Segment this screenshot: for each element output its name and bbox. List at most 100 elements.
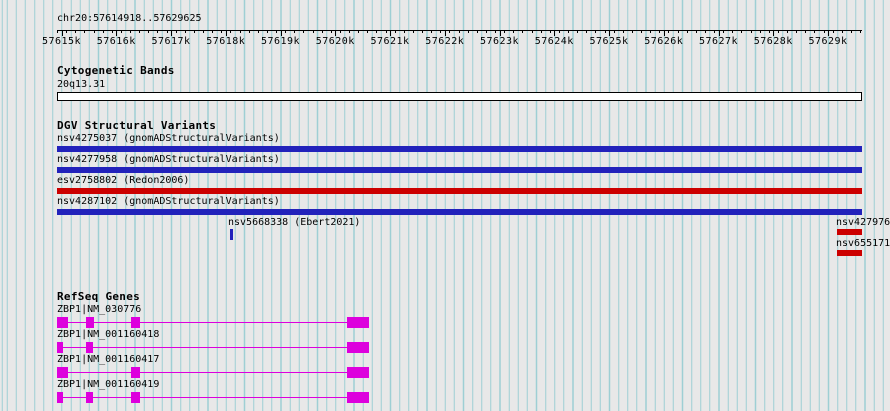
variant-label-nsv655171[interactable]: nsv655171 <box>836 238 890 249</box>
gene-exon[interactable] <box>57 392 63 403</box>
ruler-minor-tick <box>303 30 304 33</box>
gene-exon[interactable] <box>131 392 140 403</box>
ruler-minor-tick <box>741 30 742 33</box>
ruler-minor-tick <box>495 30 496 33</box>
ruler-minor-tick <box>532 30 533 33</box>
ruler-tick-label: 57622k <box>425 36 465 47</box>
ruler-minor-tick <box>167 30 168 33</box>
ruler-minor-tick <box>249 30 250 33</box>
ruler-minor-tick <box>294 30 295 33</box>
variant-label-esv2758802[interactable]: esv2758802 (Redon2006) <box>57 175 190 186</box>
ruler-tick-label: 57617k <box>151 36 191 47</box>
ruler-tick-label: 57625k <box>589 36 629 47</box>
gene-exon[interactable] <box>57 367 68 378</box>
ruler-minor-tick <box>833 30 834 33</box>
gene-exon[interactable] <box>347 367 369 378</box>
ruler-major-tick <box>171 30 172 36</box>
ruler-minor-tick <box>732 30 733 33</box>
ruler-minor-tick <box>614 30 615 33</box>
gene-exon[interactable] <box>57 317 68 328</box>
ruler-minor-tick <box>130 30 131 33</box>
ruler-minor-tick <box>94 30 95 33</box>
ruler-minor-tick <box>504 30 505 33</box>
ruler-minor-tick <box>678 30 679 33</box>
ruler-minor-tick <box>522 30 523 33</box>
cytoband-name-label: 20q13.31 <box>57 79 106 90</box>
ruler-minor-tick <box>769 30 770 33</box>
variant-bar-nsv4287102[interactable] <box>57 209 862 215</box>
ruler-minor-tick <box>358 30 359 33</box>
gene-intron-line[interactable] <box>57 322 369 323</box>
gene-intron-line[interactable] <box>57 372 369 373</box>
variant-bar-nsv5668338[interactable] <box>230 229 233 240</box>
variant-bar-nsv4275037[interactable] <box>57 146 862 152</box>
ruler-minor-tick <box>431 30 432 33</box>
ruler-tick-label: 57621k <box>370 36 410 47</box>
ruler-minor-tick <box>422 30 423 33</box>
ruler-minor-tick <box>787 30 788 33</box>
refseq-genes-title: RefSeq Genes <box>57 290 141 303</box>
gene-exon[interactable] <box>57 342 63 353</box>
variant-label-nsv5668338[interactable]: nsv5668338 (Ebert2021) <box>228 217 361 228</box>
ruler-minor-tick <box>112 30 113 33</box>
ruler-minor-tick <box>796 30 797 33</box>
ruler-minor-tick <box>84 30 85 33</box>
gene-exon[interactable] <box>86 342 93 353</box>
ruler-minor-tick <box>240 30 241 33</box>
gene-exon[interactable] <box>347 392 369 403</box>
ruler-minor-tick <box>449 30 450 33</box>
ruler-minor-tick <box>258 30 259 33</box>
ruler-minor-tick <box>623 30 624 33</box>
ruler-major-tick <box>609 30 610 36</box>
variant-bar-esv2758802[interactable] <box>57 188 862 194</box>
variant-label-nsv4287102[interactable]: nsv4287102 (gnomADStructuralVariants) <box>57 196 280 207</box>
cytogenetic-bands-title: Cytogenetic Bands <box>57 64 175 77</box>
dgv-structural-variants-title: DGV Structural Variants <box>57 119 217 132</box>
variant-bar-nsv427976[interactable] <box>837 229 862 235</box>
variant-label-nsv4277958[interactable]: nsv4277958 (gnomADStructuralVariants) <box>57 154 280 165</box>
gene-intron-line[interactable] <box>57 347 369 348</box>
gene-exon[interactable] <box>347 317 369 328</box>
ruler-minor-tick <box>404 30 405 33</box>
gene-exon[interactable] <box>131 317 140 328</box>
variant-label-nsv4275037[interactable]: nsv4275037 (gnomADStructuralVariants) <box>57 133 280 144</box>
ruler-minor-tick <box>367 30 368 33</box>
ruler-major-tick <box>225 30 227 36</box>
ruler-major-tick <box>663 30 665 36</box>
ruler-minor-tick <box>714 30 715 33</box>
ruler-minor-tick <box>176 30 177 33</box>
ruler-tick-label: 57618k <box>206 36 246 47</box>
ruler-minor-tick <box>486 30 487 33</box>
ruler-tick-label: 57616k <box>96 36 136 47</box>
ruler-tick-label: 57624k <box>534 36 574 47</box>
ruler-major-tick <box>773 30 775 36</box>
ruler-minor-tick <box>194 30 195 33</box>
cytoband-bar[interactable] <box>57 92 862 101</box>
ruler-minor-tick <box>322 30 323 33</box>
ruler-minor-tick <box>212 30 213 33</box>
gene-label: ZBP1|NM_001160418 <box>57 329 160 340</box>
ruler-major-tick <box>335 30 337 36</box>
gene-exon[interactable] <box>86 392 93 403</box>
ruler-minor-tick <box>276 30 277 33</box>
gene-label: ZBP1|NM_001160417 <box>57 354 160 365</box>
variant-bar-nsv4277958[interactable] <box>57 167 862 173</box>
ruler-minor-tick <box>550 30 551 33</box>
ruler-minor-tick <box>541 30 542 33</box>
gene-intron-line[interactable] <box>57 397 369 398</box>
ruler-minor-tick <box>687 30 688 33</box>
ruler-minor-tick <box>230 30 231 33</box>
gene-label: ZBP1|NM_001160419 <box>57 379 160 390</box>
variant-label-nsv427976[interactable]: nsv427976 <box>836 217 890 228</box>
ruler-minor-tick <box>66 30 67 33</box>
ruler-minor-tick <box>851 30 852 33</box>
ruler-major-tick <box>390 30 391 36</box>
gene-exon[interactable] <box>131 367 140 378</box>
gene-exon[interactable] <box>347 342 369 353</box>
gene-label: ZBP1|NM_030776 <box>57 304 142 315</box>
ruler-minor-tick <box>121 30 122 33</box>
ruler-tick-label: 57623k <box>479 36 520 47</box>
ruler-minor-tick <box>75 30 76 33</box>
gene-exon[interactable] <box>86 317 94 328</box>
variant-bar-nsv655171[interactable] <box>837 250 862 256</box>
